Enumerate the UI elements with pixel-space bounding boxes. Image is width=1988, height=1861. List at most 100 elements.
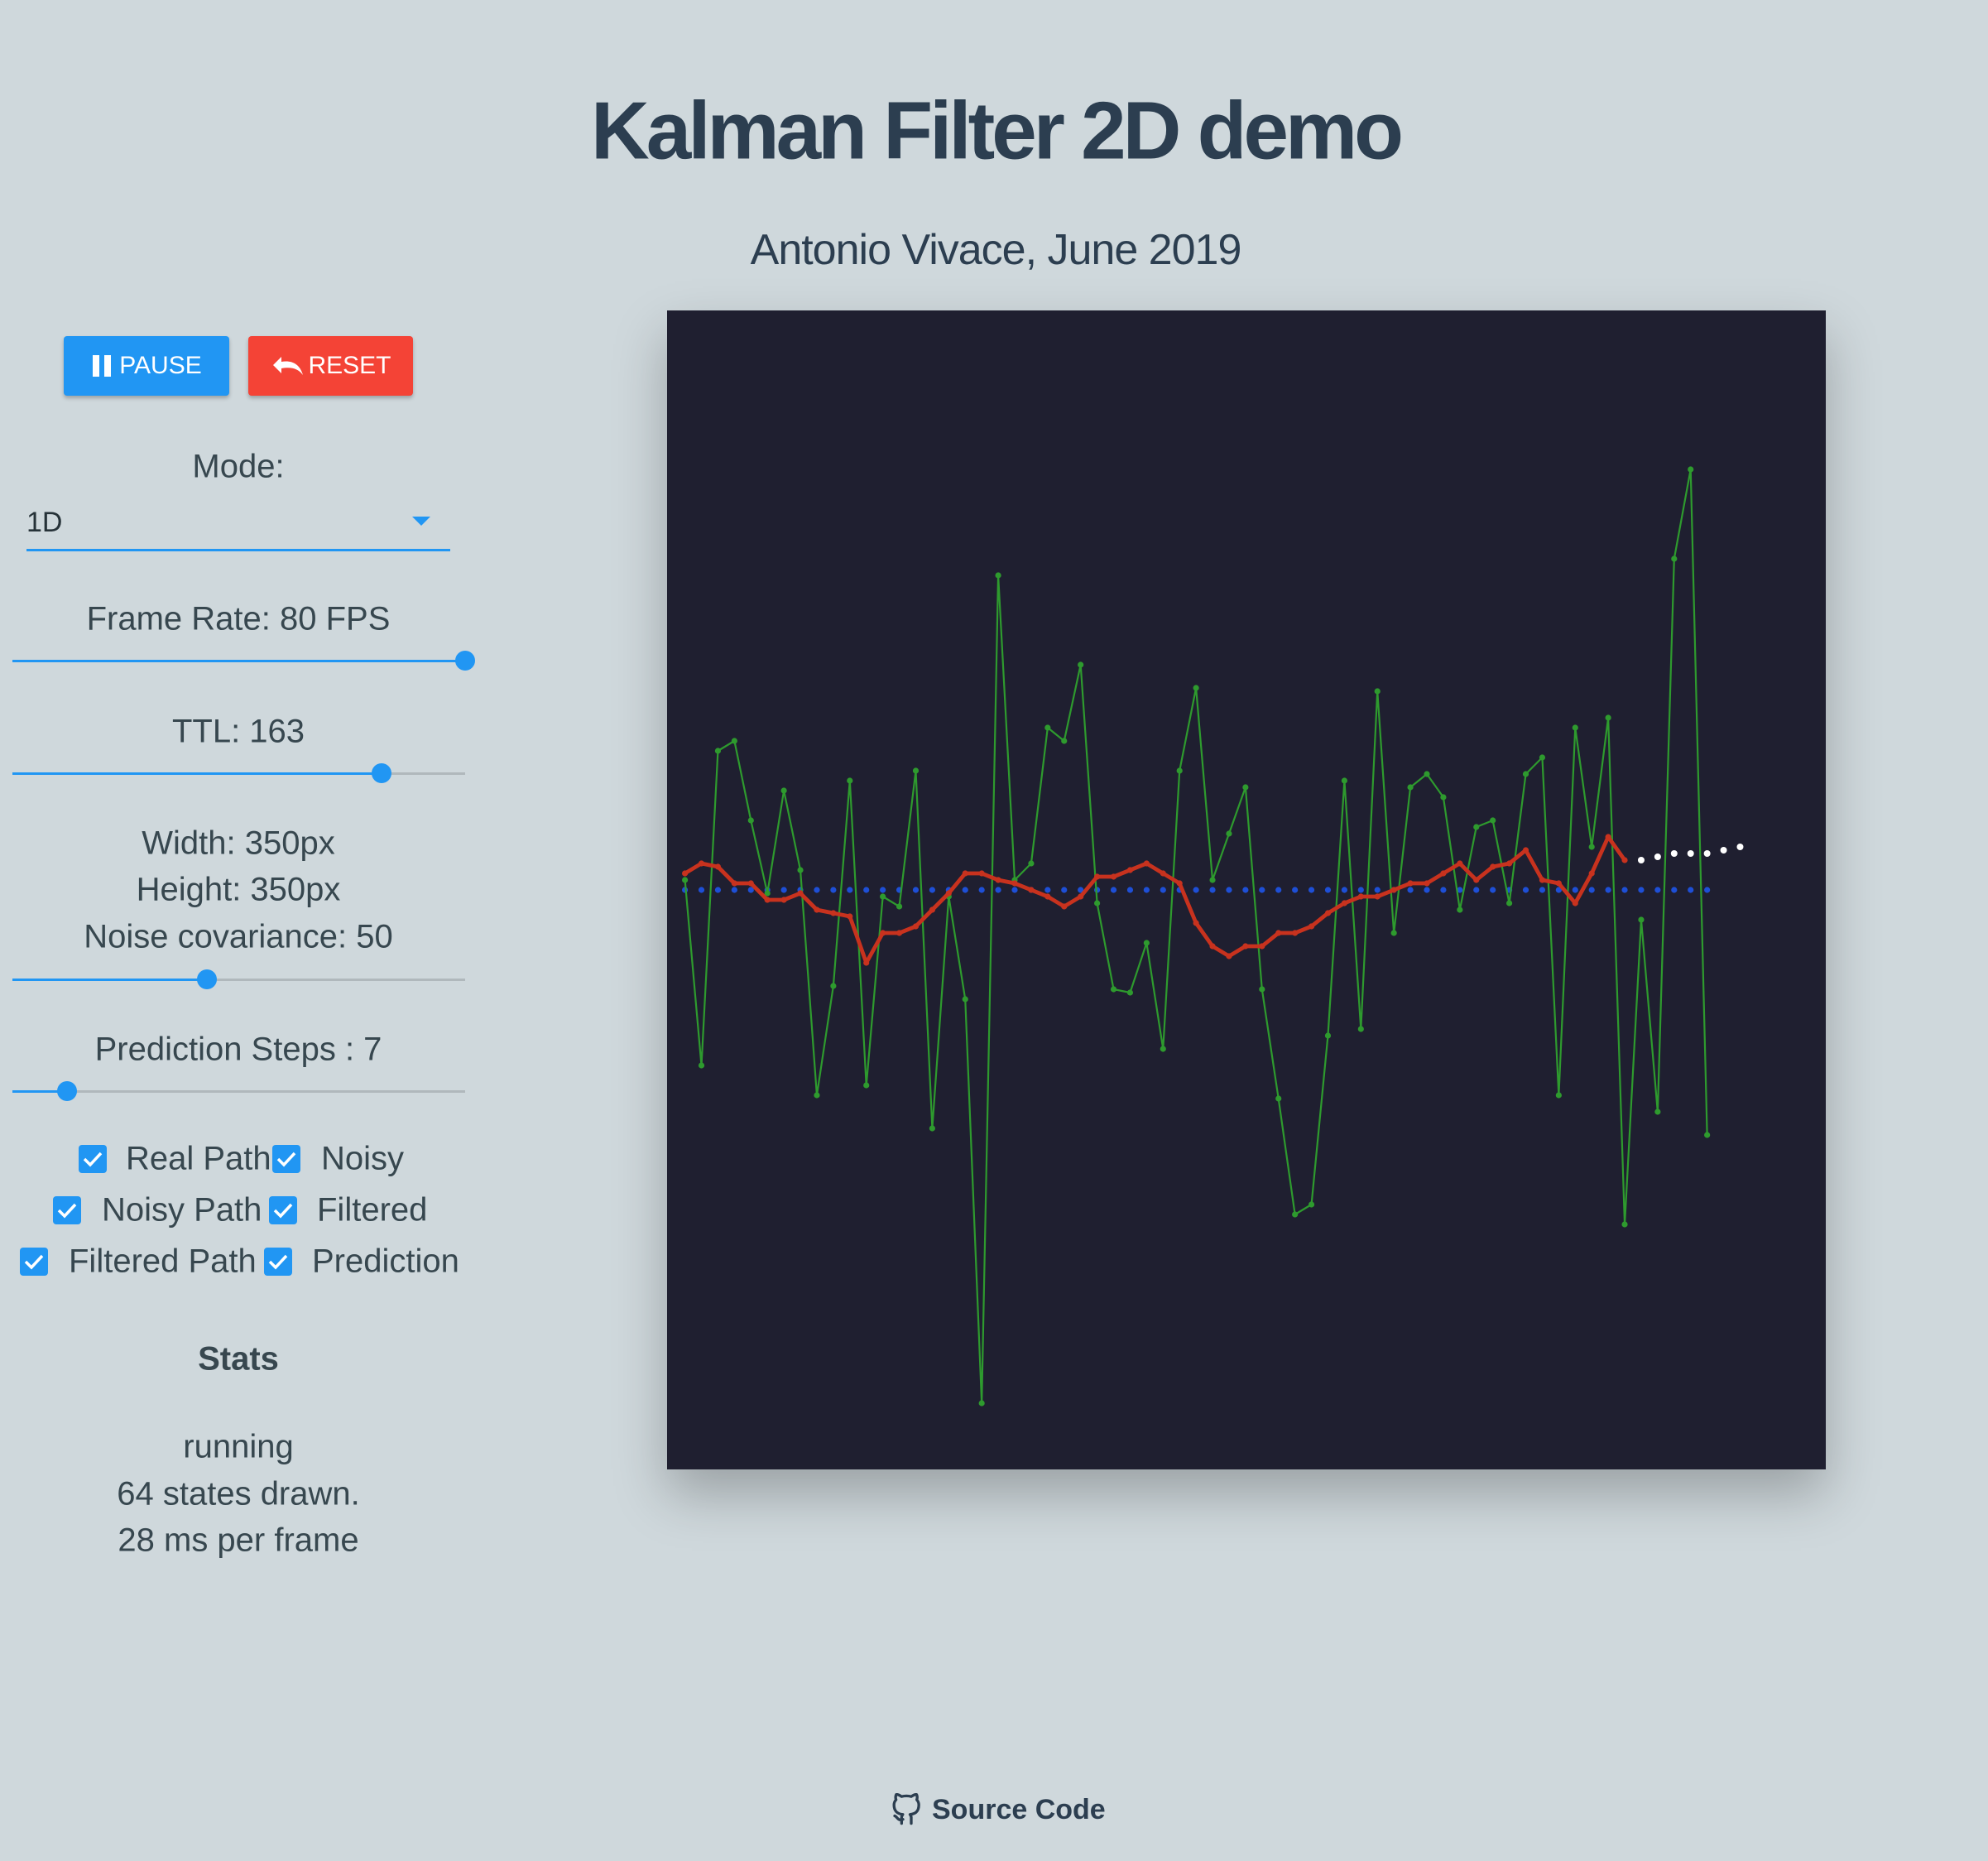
filtered-point bbox=[978, 870, 985, 877]
filtered-point bbox=[1440, 870, 1447, 877]
slider-thumb[interactable] bbox=[57, 1081, 77, 1101]
frame-rate-slider[interactable] bbox=[12, 651, 475, 671]
filtered-point bbox=[1506, 860, 1513, 867]
noisy-point bbox=[830, 983, 837, 989]
noisy-point bbox=[1176, 767, 1183, 774]
stats-line: running bbox=[183, 1428, 294, 1465]
real-point bbox=[1226, 887, 1232, 893]
filtered-point bbox=[1259, 943, 1265, 950]
checkbox-label: Filtered bbox=[317, 1191, 428, 1229]
filtered-point bbox=[912, 923, 920, 930]
noisy-point bbox=[1539, 754, 1546, 761]
noisy-point bbox=[1357, 1026, 1364, 1032]
real-point bbox=[830, 887, 837, 893]
pause-button[interactable]: PAUSE bbox=[64, 336, 229, 396]
real-point bbox=[1654, 887, 1661, 893]
filtered-point bbox=[1605, 834, 1611, 840]
filtered-point bbox=[962, 870, 968, 877]
slider-thumb[interactable] bbox=[455, 651, 475, 671]
checkbox-label: Real Path bbox=[126, 1140, 271, 1177]
checkbox[interactable] bbox=[20, 1248, 48, 1276]
noisy-point bbox=[1555, 1092, 1562, 1099]
real-point bbox=[1539, 887, 1546, 893]
noisy-point bbox=[747, 817, 754, 824]
mode-value: 1D bbox=[26, 507, 63, 538]
real-point bbox=[847, 887, 853, 893]
mode-label: Mode: bbox=[192, 448, 285, 485]
checkbox-label: Filtered Path bbox=[69, 1243, 257, 1280]
filtered-point bbox=[747, 880, 754, 887]
checkmark bbox=[273, 1203, 293, 1219]
real-point bbox=[1473, 887, 1480, 893]
prediction-point bbox=[1670, 850, 1678, 857]
width-label: Width: 350px bbox=[142, 825, 335, 862]
noisy-point bbox=[1126, 989, 1134, 996]
checkbox[interactable] bbox=[272, 1145, 300, 1173]
slider-thumb[interactable] bbox=[197, 969, 217, 989]
real-point bbox=[1292, 887, 1299, 893]
checkbox[interactable] bbox=[79, 1145, 107, 1173]
ttl-slider[interactable] bbox=[12, 763, 465, 783]
real-point bbox=[1341, 887, 1347, 893]
noisy-point bbox=[1588, 844, 1595, 850]
noise-label: Noise covariance: 50 bbox=[84, 918, 393, 955]
noisy-point bbox=[698, 1062, 705, 1069]
real-point bbox=[1440, 887, 1447, 893]
pause-icon bbox=[93, 355, 112, 377]
noisy-point bbox=[1028, 860, 1035, 867]
real-point bbox=[1621, 887, 1628, 893]
noisy-point bbox=[1440, 794, 1447, 801]
filtered-point bbox=[1061, 903, 1068, 910]
real-point bbox=[880, 887, 886, 893]
checkbox[interactable] bbox=[269, 1196, 297, 1224]
mode-select[interactable]: 1D bbox=[26, 502, 450, 551]
real-point bbox=[1193, 887, 1199, 893]
noisy-point bbox=[1688, 466, 1694, 473]
filtered-point bbox=[1588, 870, 1595, 877]
real-point bbox=[1605, 887, 1611, 893]
real-point bbox=[698, 887, 705, 893]
filtered-point bbox=[1374, 893, 1381, 900]
reset-icon bbox=[273, 357, 304, 375]
frame-rate-label: Frame Rate: 80 FPS bbox=[86, 600, 391, 637]
filtered-point bbox=[1209, 943, 1216, 950]
checkbox[interactable] bbox=[53, 1196, 81, 1224]
source-link[interactable]: Source Code bbox=[891, 1793, 1106, 1826]
filtered-point bbox=[714, 863, 722, 870]
real-point bbox=[1110, 887, 1117, 893]
real-point bbox=[1209, 887, 1216, 893]
height-label: Height: 350px bbox=[136, 871, 341, 908]
ttl-label: TTL: 163 bbox=[171, 713, 305, 750]
filtered-point bbox=[780, 897, 787, 903]
prediction-point bbox=[1687, 850, 1694, 857]
slider-thumb[interactable] bbox=[372, 763, 391, 783]
real-point bbox=[1160, 887, 1166, 893]
filtered-point bbox=[1078, 893, 1084, 900]
github-icon bbox=[892, 1793, 920, 1825]
noisy-point bbox=[1143, 940, 1150, 946]
filtered-point bbox=[945, 890, 952, 897]
filtered-point bbox=[880, 930, 886, 936]
filtered-point bbox=[1390, 887, 1397, 893]
real-point bbox=[1407, 887, 1414, 893]
filtered-point bbox=[1490, 863, 1496, 870]
noisy-point bbox=[814, 1092, 820, 1099]
real-point bbox=[1572, 887, 1578, 893]
noise-slider[interactable] bbox=[12, 969, 465, 989]
real-point bbox=[995, 887, 1001, 893]
real-point bbox=[814, 887, 820, 893]
filtered-point bbox=[1424, 880, 1430, 887]
real-point bbox=[1688, 887, 1694, 893]
prediction-slider[interactable] bbox=[12, 1081, 465, 1101]
noisy-point bbox=[1407, 784, 1414, 791]
real-point bbox=[1457, 887, 1463, 893]
filtered-point bbox=[896, 930, 903, 936]
checkbox[interactable] bbox=[264, 1248, 292, 1276]
noisy-point bbox=[880, 893, 886, 900]
filtered-point bbox=[929, 906, 935, 913]
reset-button[interactable]: RESET bbox=[248, 336, 413, 396]
noisy-point bbox=[1308, 1201, 1315, 1208]
checkbox-label: Noisy bbox=[321, 1140, 405, 1177]
filtered-point bbox=[1275, 930, 1282, 936]
filtered-point bbox=[830, 910, 837, 916]
